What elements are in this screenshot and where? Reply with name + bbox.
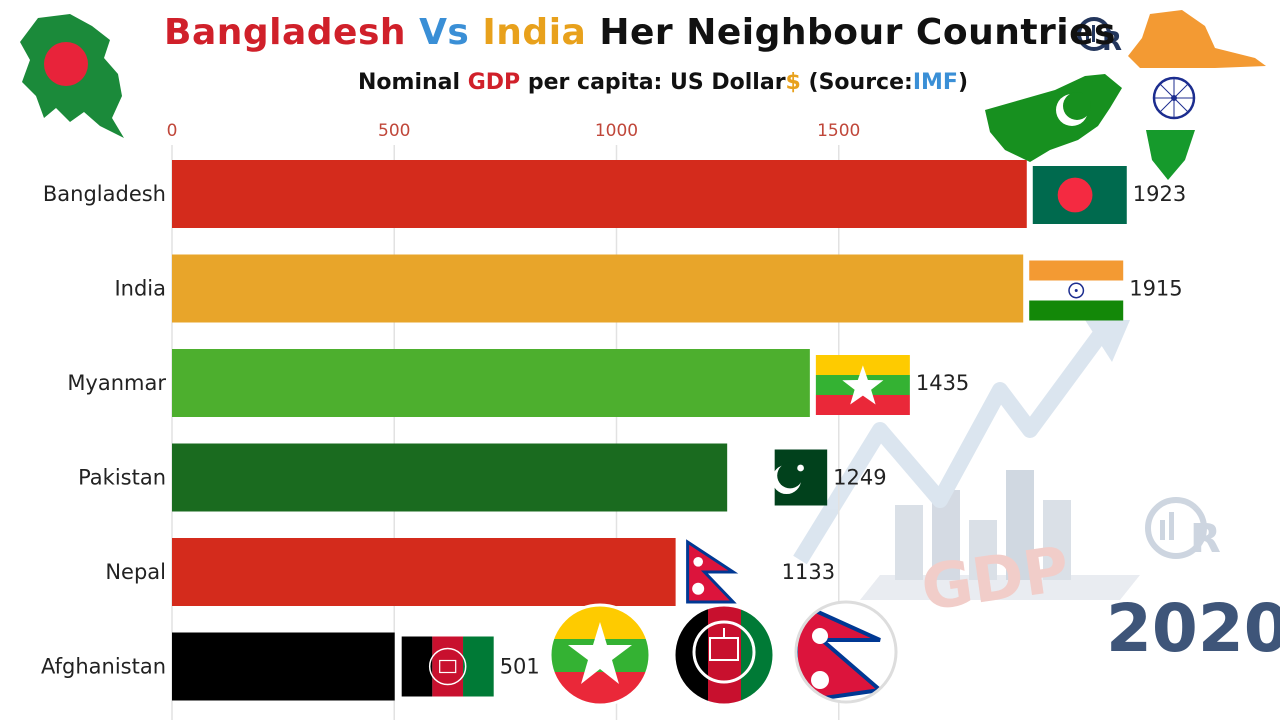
value-label: 1915	[1129, 277, 1182, 301]
title-india: India	[482, 12, 587, 53]
category-label: India	[114, 277, 166, 301]
nepal-badge-icon	[794, 600, 898, 704]
bar-bangladesh	[172, 160, 1027, 228]
category-label: Nepal	[105, 560, 166, 584]
value-label: 1435	[916, 371, 969, 395]
flags	[401, 166, 1127, 697]
category-labels: Bangladesh India Myanmar Pakistan Nepal Afgha…	[41, 182, 166, 679]
x-tick-label: 1500	[817, 121, 860, 141]
x-tick-label: 0	[167, 121, 178, 141]
myanmar-badge-icon	[548, 603, 652, 707]
value-labels: 1923 1915 1435 1249 1133 501	[500, 182, 1187, 679]
svg-text:R: R	[1190, 516, 1221, 562]
bar-myanmar	[172, 349, 810, 417]
value-label: 1133	[782, 560, 835, 584]
title-bangladesh: Bangladesh	[164, 12, 407, 53]
pakistan-map	[985, 74, 1122, 162]
bangladesh-map	[20, 14, 124, 138]
afghanistan-flag-icon	[401, 636, 494, 697]
bar-india	[172, 254, 1024, 323]
bar-nepal	[172, 538, 676, 606]
channel-logo-watermark: R	[1145, 497, 1221, 562]
bangladesh-flag-icon	[1032, 166, 1127, 224]
category-label: Bangladesh	[43, 182, 166, 206]
x-tick-label: 500	[378, 121, 410, 141]
title-vs: Vs	[419, 12, 470, 53]
bars	[172, 160, 1027, 701]
title-rest: Her Neighbour Countries	[599, 12, 1116, 53]
category-label: Afghanistan	[41, 655, 166, 679]
svg-text:R: R	[1102, 27, 1122, 57]
category-label: Pakistan	[78, 466, 166, 490]
value-label: 1923	[1133, 182, 1186, 206]
x-axis: 0 500 1000 1500	[167, 121, 861, 141]
year-label: 2020	[1106, 590, 1280, 667]
pakistan-flag-icon	[757, 449, 828, 506]
value-label: 1249	[833, 466, 886, 490]
bar-pakistan	[172, 443, 728, 512]
myanmar-flag-icon	[815, 355, 910, 415]
india-map	[1128, 10, 1266, 180]
india-flag-icon	[1029, 260, 1124, 321]
category-label: Myanmar	[67, 371, 166, 395]
channel-logo: R	[1077, 17, 1122, 57]
bar-afghanistan	[172, 632, 395, 701]
afghanistan-badge-icon	[672, 603, 776, 707]
x-tick-label: 1000	[595, 121, 638, 141]
value-label: 501	[500, 655, 540, 679]
nepal-flag-icon	[686, 539, 739, 604]
page-title: Bangladesh Vs India Her Neighbour Countr…	[0, 12, 1280, 53]
chart-subtitle: Nominal GDP per capita: US Dollar$ (Sour…	[358, 70, 968, 95]
